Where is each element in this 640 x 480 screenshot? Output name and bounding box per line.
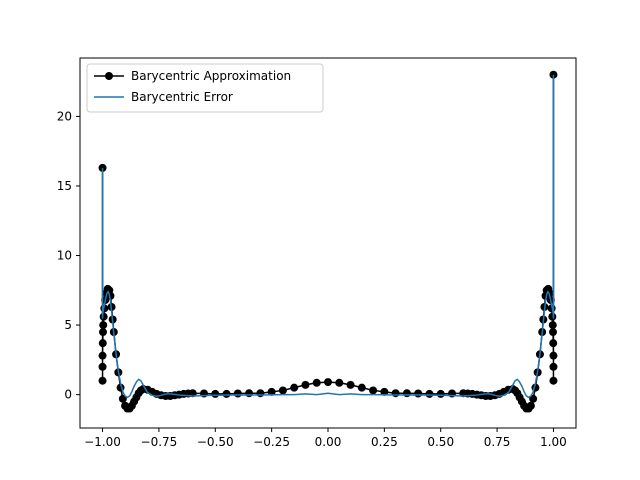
legend-label: Barycentric Error	[131, 90, 233, 104]
data-point	[346, 380, 355, 389]
data-point	[99, 321, 108, 330]
data-point	[211, 389, 220, 398]
data-point	[548, 321, 557, 330]
y-tick-label: 5	[64, 318, 72, 332]
data-point	[278, 386, 287, 395]
legend-swatch-marker	[105, 72, 113, 80]
data-point	[267, 387, 276, 396]
data-point	[290, 383, 299, 392]
data-point	[549, 328, 557, 337]
data-point	[380, 387, 389, 396]
data-point	[391, 389, 400, 398]
data-point	[425, 389, 434, 398]
x-tick-label: 0.75	[484, 435, 511, 449]
data-point	[548, 312, 557, 321]
y-tick-label: 0	[64, 388, 72, 402]
data-point	[436, 389, 445, 398]
data-point	[256, 389, 265, 398]
x-tick-label: 0.00	[315, 435, 342, 449]
y-tick-label: 15	[57, 179, 72, 193]
legend-label: Barycentric Approximation	[131, 69, 291, 83]
data-point	[245, 389, 254, 398]
y-tick-label: 20	[57, 109, 72, 123]
series-layer	[98, 70, 558, 413]
legend-box	[86, 63, 324, 113]
data-point	[99, 328, 107, 337]
data-point	[526, 401, 535, 410]
data-point	[357, 383, 366, 392]
data-point	[118, 394, 127, 403]
axes-layer: −1.00 −0.75 −0.50 −0.25 0.00 0.25 0.50 0.75 1.00…	[57, 57, 577, 449]
data-point	[529, 394, 538, 403]
data-point	[301, 380, 310, 389]
data-point	[98, 362, 107, 371]
data-point	[549, 351, 558, 360]
y-tick-label: 10	[57, 249, 72, 263]
data-point	[335, 378, 344, 387]
x-tick-label: −0.25	[253, 435, 290, 449]
x-tick-label: 1.00	[540, 435, 567, 449]
plot-area	[80, 58, 576, 428]
data-point	[233, 389, 242, 398]
series-1	[101, 74, 555, 399]
legend: Barycentric Approximation Barycentric Err…	[86, 63, 324, 113]
data-point	[312, 378, 321, 387]
data-point	[402, 389, 411, 398]
x-tick-label: 0.50	[427, 435, 454, 449]
data-point	[98, 339, 107, 348]
data-point	[549, 362, 558, 371]
data-point	[549, 339, 558, 348]
data-point	[324, 378, 332, 387]
data-point	[98, 376, 107, 385]
data-point	[414, 389, 423, 398]
x-tick-label: −0.50	[197, 435, 234, 449]
x-tick-label: −0.75	[141, 435, 178, 449]
data-point	[369, 386, 378, 395]
data-point	[98, 351, 107, 360]
x-tick-label: −1.00	[84, 435, 121, 449]
data-point	[549, 376, 558, 385]
data-point	[222, 389, 231, 398]
data-point	[99, 312, 108, 321]
x-tick-label: 0.25	[371, 435, 398, 449]
series-line	[101, 74, 555, 399]
